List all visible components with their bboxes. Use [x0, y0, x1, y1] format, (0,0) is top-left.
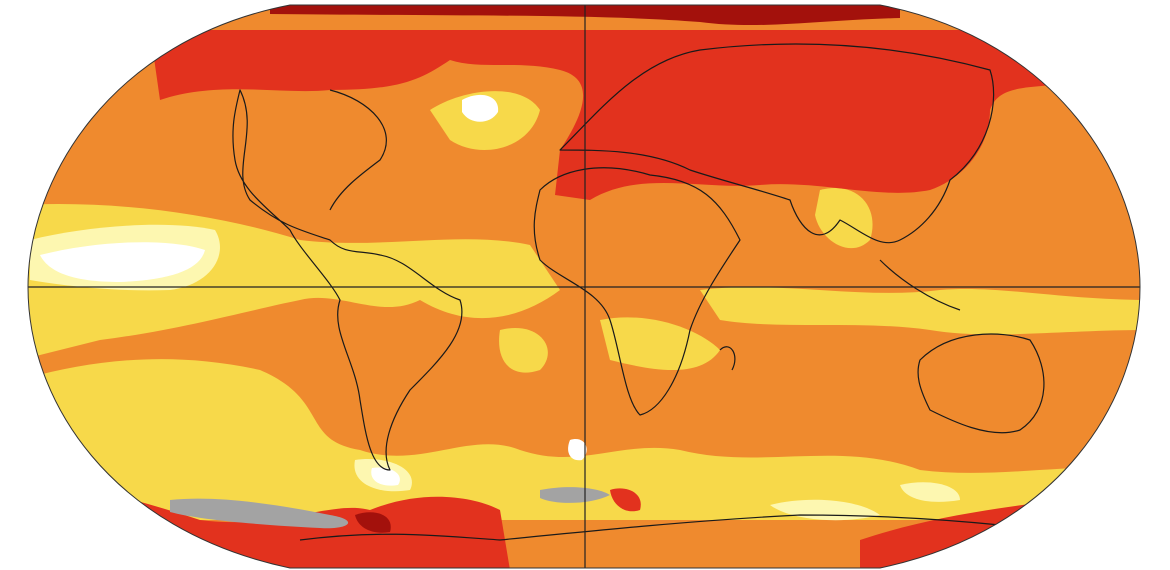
- coastlines: [232, 43, 1045, 541]
- map-border: [27, 4, 1141, 569]
- no-data-areas: [170, 487, 610, 529]
- low-warming-areas: [28, 91, 1140, 520]
- white-areas: [40, 94, 587, 486]
